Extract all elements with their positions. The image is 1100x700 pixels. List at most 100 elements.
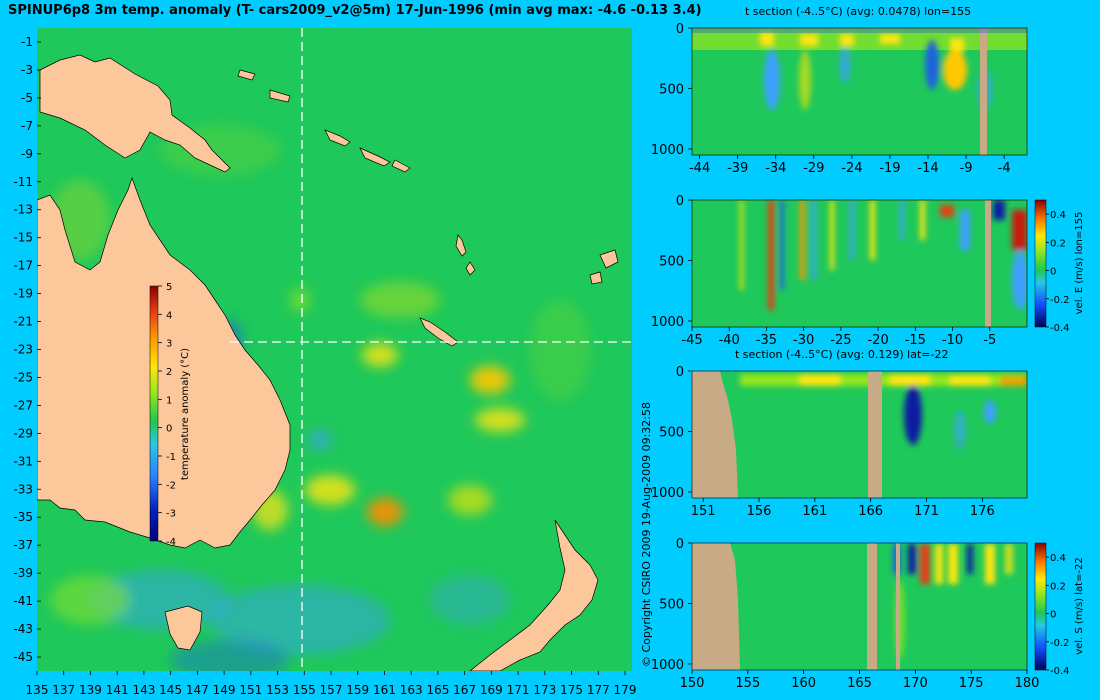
panel-depth-tick-label: 1000: [651, 143, 684, 158]
panel-temp-section-lon155: [691, 27, 1028, 156]
lat-tick-label: -7: [21, 119, 33, 133]
velocity-colorbar-tick-label: 0.4: [1050, 210, 1066, 221]
panel-depth-tick-label: 1000: [651, 658, 684, 673]
lat-tick-label: -3: [21, 63, 33, 77]
panel-x-tick-label: 161: [802, 504, 827, 519]
lat-tick-label: -31: [13, 454, 33, 468]
colorbar-tick-label: 0: [166, 424, 172, 435]
lat-tick-label: -11: [13, 175, 33, 189]
panel1-title: t section (-4..5°C) (avg: 0.0478) lon=15…: [745, 5, 972, 18]
land-new-guinea: [39, 54, 231, 173]
land-new-caledonia: [419, 317, 459, 347]
lat-tick-label: -13: [13, 203, 33, 217]
lat-tick-label: -23: [13, 343, 33, 357]
velocity-colorbar-tick-label: 0.4: [1050, 553, 1066, 564]
panel-depth-tick-label: 500: [659, 425, 684, 440]
panel-x-tick-label: 171: [914, 504, 939, 519]
lon-tick-label: 145: [159, 683, 182, 697]
panel-x-tick-label: -25: [830, 333, 851, 348]
panel-x-tick-label: -14: [917, 161, 938, 176]
land-new-zealand: [469, 519, 599, 671]
lat-tick-label: -9: [21, 147, 33, 161]
copyright-notice: © Copyright CSIRO 2009 19-Aug-2009 09:32…: [640, 401, 653, 667]
panel-x-tick-label: 150: [680, 676, 705, 691]
panel-depth-tick-label: 500: [659, 82, 684, 97]
lon-tick-label: 159: [346, 683, 369, 697]
panel-x-tick-label: 156: [747, 504, 772, 519]
colorbar-tick-label: 3: [166, 339, 172, 350]
map-longitude-labels: 135 137 139 141 143 145 147 149 151 153 155 157 159 1…: [26, 671, 637, 697]
lat-tick-label: -35: [13, 510, 33, 524]
lat-tick-label: -19: [13, 287, 33, 301]
panel-x-tick-label: -45: [681, 333, 702, 348]
land-australia: [37, 176, 291, 549]
lon-tick-label: 179: [614, 683, 637, 697]
panel2-field: [740, 200, 1027, 327]
panel-x-tick-label: 170: [903, 676, 928, 691]
panel-x-tick-label: 176: [970, 504, 995, 519]
lon-tick-label: 149: [213, 683, 236, 697]
panel-x-tick-label: -39: [727, 161, 748, 176]
land-fiji: [599, 249, 619, 269]
lon-tick-label: 155: [293, 683, 316, 697]
panel-x-tick-label: -10: [942, 333, 963, 348]
lat-tick-label: -43: [13, 622, 33, 636]
panel-x-tick-label: 160: [791, 676, 816, 691]
panel-temp-section-lat22: [691, 370, 1028, 499]
colorbar-tick-label: -2: [166, 480, 176, 491]
panel-depth-tick-label: 500: [659, 254, 684, 269]
lat-tick-label: -37: [13, 538, 33, 552]
velocity-colorbar-tick-label: 0: [1050, 267, 1056, 278]
panel4-side-label: vel. S (m/s) lat=-22: [1074, 557, 1085, 655]
lon-tick-label: 143: [132, 683, 155, 697]
land-tasmania: [164, 605, 203, 651]
lat-tick-label: -33: [13, 482, 33, 496]
colorbar-tick-label: 1: [166, 395, 172, 406]
velocity-colorbar-tick-label: 0.2: [1050, 238, 1066, 249]
land-solomon-islands: [324, 129, 351, 147]
lon-tick-label: 153: [266, 683, 289, 697]
map-colorbar: [149, 285, 159, 542]
panel-x-tick-label: -9: [960, 161, 973, 176]
lat-tick-label: -5: [21, 91, 33, 105]
velocity-colorbar-tick-label: -0.4: [1050, 666, 1070, 677]
panel-x-tick-label: -34: [765, 161, 786, 176]
panel4-field: [692, 543, 1013, 670]
lat-tick-label: -29: [13, 426, 33, 440]
map-latitude-labels: -1 -3 -5 -7 -9 -11 -13 -15 -17 -19 -21 -23 -25 -27 -29…: [13, 35, 41, 664]
panel3-field: [692, 371, 1027, 498]
panel-x-tick-label: -15: [905, 333, 926, 348]
panel-x-tick-label: -29: [803, 161, 824, 176]
panel2-colorbar: [1034, 199, 1047, 328]
panel-x-tick-label: 155: [735, 676, 760, 691]
panel-x-tick-label: 175: [959, 676, 984, 691]
velocity-colorbar-tick-label: 0: [1050, 610, 1056, 621]
lat-tick-label: -45: [13, 650, 33, 664]
panel-depth-tick-label: 0: [676, 22, 684, 37]
colorbar-tick-label: 2: [166, 367, 172, 378]
lon-tick-label: 173: [533, 683, 556, 697]
lon-tick-label: 175: [560, 683, 583, 697]
panel-x-tick-label: -20: [867, 333, 888, 348]
lat-tick-label: -25: [13, 370, 33, 384]
panel-x-tick-label: -5: [983, 333, 996, 348]
colorbar-tick-label: -3: [166, 509, 176, 520]
lat-tick-label: -1: [21, 35, 33, 49]
lat-tick-label: -15: [13, 231, 33, 245]
lat-tick-label: -39: [13, 566, 33, 580]
lon-tick-label: 135: [26, 683, 49, 697]
colorbar-tick-label: -4: [166, 537, 176, 548]
lon-tick-label: 137: [52, 683, 75, 697]
lon-tick-label: 165: [426, 683, 449, 697]
panel-depth-tick-label: 0: [676, 365, 684, 380]
panel-x-tick-label: -24: [841, 161, 862, 176]
panel-x-tick-label: -4: [998, 161, 1011, 176]
map-title: SPINUP6p8 3m temp. anomaly (T- cars2009_…: [8, 3, 702, 18]
panel-depth-tick-label: 0: [676, 194, 684, 209]
panel4-colorbar: [1034, 542, 1047, 671]
velocity-colorbar-tick-label: -0.4: [1050, 323, 1070, 334]
colorbar-tick-label: 5: [166, 282, 172, 293]
